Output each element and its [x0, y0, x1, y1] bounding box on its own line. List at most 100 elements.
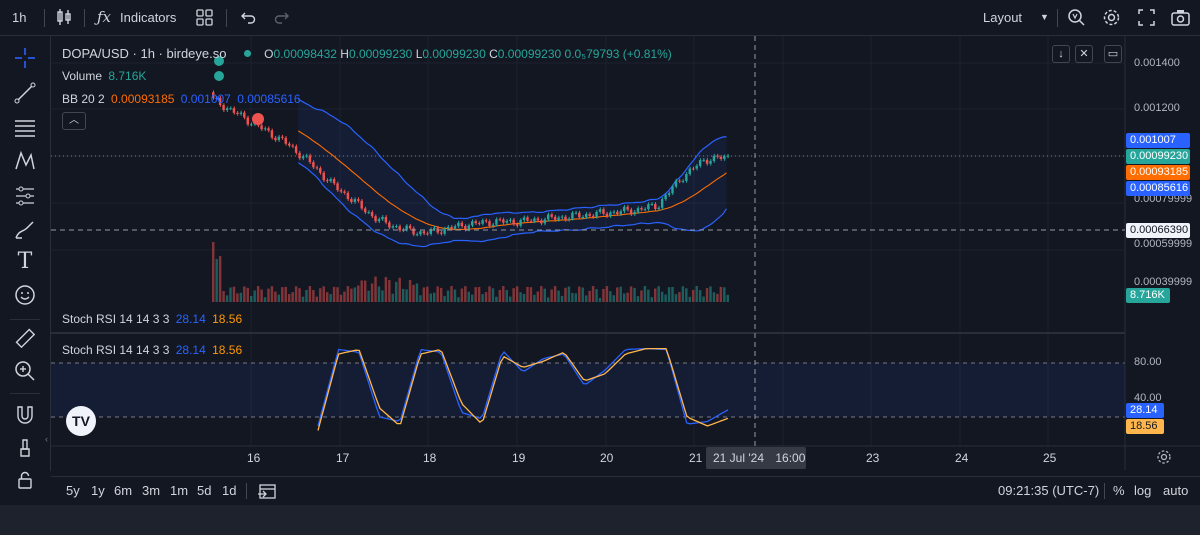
maximize-pane-icon[interactable]: ▭ — [1104, 45, 1122, 63]
candle-body — [229, 108, 232, 110]
fib-lines-icon[interactable] — [13, 116, 37, 140]
stoch2-d-value: 18.56 — [212, 343, 243, 357]
volume-bar — [502, 286, 505, 302]
volume-bar — [491, 288, 495, 302]
range-5d[interactable]: 5d — [197, 483, 212, 498]
volume-bar — [374, 276, 377, 302]
candle-body — [464, 226, 467, 230]
candle-body — [484, 220, 488, 222]
collapse-arrow-icon[interactable]: ‹ — [45, 434, 48, 444]
trend-line-icon[interactable] — [13, 81, 37, 105]
stoch1-legend[interactable]: Stoch RSI 14 14 3 3 28.14 18.56 — [62, 312, 242, 326]
volume-bar — [426, 286, 429, 302]
volume-legend[interactable]: Volume 8.716K — [62, 69, 146, 83]
interval-button[interactable]: 1h — [12, 10, 27, 25]
event-marker[interactable] — [214, 71, 224, 81]
range-3m[interactable]: 3m — [142, 483, 161, 498]
volume-bar — [685, 288, 688, 302]
axis-settings-icon[interactable] — [1156, 449, 1172, 468]
prediction-icon[interactable] — [13, 184, 37, 208]
candle-body — [301, 156, 305, 159]
candle-body — [540, 220, 543, 224]
candle-body — [460, 222, 464, 227]
undo-icon[interactable] — [240, 9, 256, 27]
volume-bar — [508, 296, 512, 302]
chevron-down-icon[interactable]: ▼ — [1040, 12, 1049, 22]
bb-fill — [298, 99, 727, 247]
ruler-icon[interactable] — [13, 326, 37, 350]
fullscreen-icon[interactable] — [1138, 9, 1155, 27]
quick-search-icon[interactable] — [1067, 8, 1086, 28]
lock-icon[interactable] — [13, 468, 37, 492]
volume-bar — [602, 288, 605, 302]
range-1y[interactable]: 1y — [91, 483, 105, 498]
magnet-icon[interactable] — [13, 403, 37, 427]
text-icon[interactable]: T — [17, 249, 33, 274]
collapse-legend-button[interactable]: ︿ — [62, 112, 86, 130]
candles-icon[interactable] — [55, 8, 73, 28]
goto-date-icon[interactable] — [257, 482, 277, 503]
layout-button[interactable]: Layout — [983, 10, 1023, 25]
crosshair-time: 16:00 — [775, 451, 806, 465]
lock-drawing-icon[interactable] — [13, 436, 37, 460]
redo-icon[interactable] — [274, 9, 290, 27]
event-marker[interactable] — [214, 56, 224, 66]
volume-bar — [319, 288, 322, 302]
volume-bar — [695, 286, 698, 302]
bb-label: BB 20 2 — [62, 92, 105, 106]
candle-body — [398, 226, 401, 231]
volume-bar — [291, 292, 294, 302]
symbol-title[interactable]: DOPA/USD · 1h · birdeye.so — [62, 46, 227, 61]
candle-body — [515, 224, 519, 226]
candle-body — [215, 97, 218, 99]
auto-toggle[interactable]: auto — [1163, 483, 1189, 498]
stoch2-k-value: 28.14 — [175, 343, 206, 357]
bb-lower-line — [297, 162, 728, 248]
candle-body — [709, 160, 712, 164]
log-toggle[interactable]: log — [1134, 483, 1152, 498]
volume-bar — [619, 286, 622, 302]
templates-icon[interactable] — [196, 9, 213, 27]
volume-bar — [477, 286, 481, 302]
volume-bar — [298, 288, 301, 302]
zoom-in-icon[interactable] — [13, 359, 37, 383]
tradingview-logo[interactable]: TV — [66, 406, 96, 436]
event-marker[interactable] — [252, 113, 264, 125]
camera-icon[interactable] — [1171, 9, 1190, 27]
gear-icon[interactable] — [1102, 8, 1121, 28]
volume-bar — [654, 288, 657, 302]
candle-body — [405, 225, 408, 230]
close-pane-icon[interactable]: ✕ — [1075, 45, 1093, 63]
range-5y[interactable]: 5y — [66, 483, 80, 498]
emoji-icon[interactable] — [13, 283, 37, 307]
range-1m[interactable]: 1m — [170, 483, 189, 498]
volume-bar — [294, 286, 298, 302]
volume-bar — [716, 293, 719, 302]
crosshair-icon[interactable] — [13, 46, 37, 70]
bb-legend[interactable]: BB 20 2 0.00093185 0.001007 0.00085616 — [62, 92, 301, 106]
volume-bar — [343, 291, 346, 302]
volume-bar — [550, 289, 553, 302]
percent-toggle[interactable]: % — [1113, 483, 1125, 498]
time-tick: 25 — [1043, 451, 1057, 465]
move-down-icon[interactable]: ↓ — [1052, 45, 1070, 63]
candle-body — [622, 206, 626, 212]
clock[interactable]: 09:21:35 (UTC-7) — [998, 483, 1100, 498]
candle-body — [571, 212, 574, 219]
stoch2-legend[interactable]: Stoch RSI 14 14 3 3 28.14 18.56 — [62, 343, 242, 357]
range-6m[interactable]: 6m — [114, 483, 133, 498]
candle-body — [508, 219, 512, 221]
volume-bar — [557, 290, 560, 302]
volume-bar — [370, 283, 374, 302]
pattern-icon[interactable] — [13, 149, 37, 173]
candle-body — [588, 214, 591, 216]
indicators-button[interactable]: Indicators — [120, 10, 177, 25]
brush-icon[interactable] — [13, 218, 37, 242]
candle-body — [678, 180, 681, 182]
candle-body — [363, 208, 367, 213]
candle-body — [384, 216, 388, 223]
range-1d[interactable]: 1d — [222, 483, 237, 498]
price-scale[interactable]: 0.001400 0.001200 0.00079999 0.00059999 … — [1125, 36, 1200, 470]
fx-icon[interactable]: ƒx — [97, 8, 112, 26]
